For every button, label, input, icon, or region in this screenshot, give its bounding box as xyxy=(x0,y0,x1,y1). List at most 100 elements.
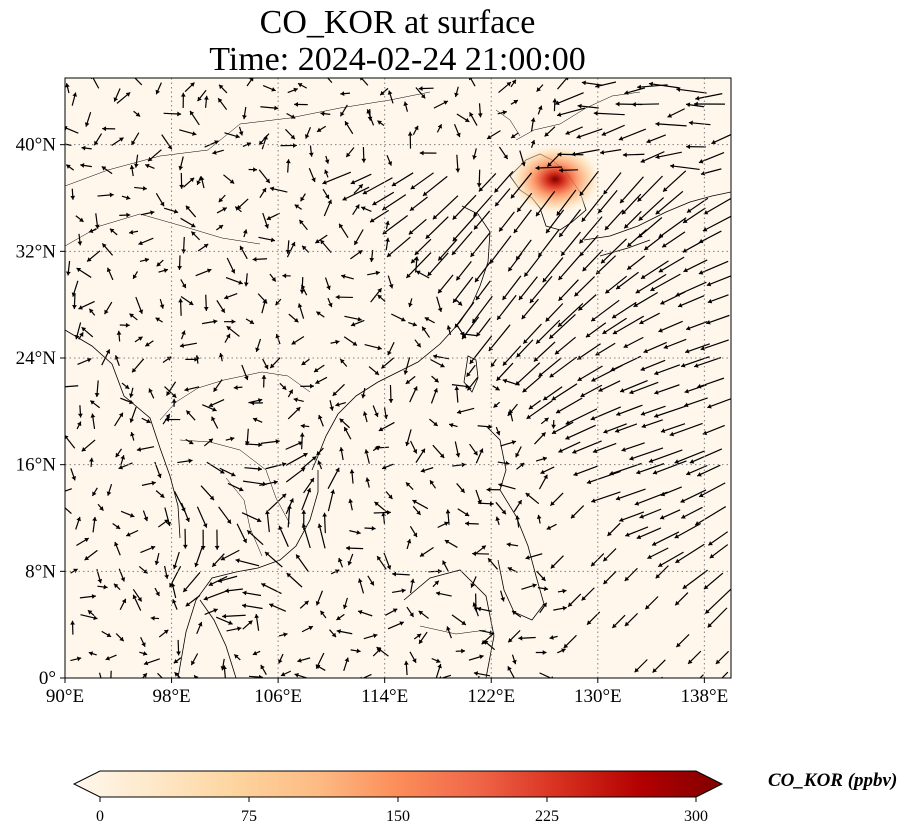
wind-arrow-head xyxy=(508,266,513,272)
colorbar-label: CO_KOR (ppbv) xyxy=(768,770,898,791)
wind-arrow-head xyxy=(244,375,249,381)
wind-arrow-head xyxy=(318,414,323,420)
wind-arrow-head xyxy=(401,588,406,594)
wind-arrow-head xyxy=(465,521,470,526)
wind-arrow-head xyxy=(565,78,569,81)
wind-arrow xyxy=(285,467,306,483)
y-tick-label: 0° xyxy=(39,668,56,689)
wind-arrow-head xyxy=(434,580,439,586)
wind-arrow-head xyxy=(464,511,470,517)
wind-arrow-head xyxy=(364,449,370,454)
wind-arrow xyxy=(698,230,722,244)
wind-arrow-head xyxy=(148,388,153,393)
wind-arrow-head xyxy=(150,210,155,216)
wind-arrow-head xyxy=(530,117,536,122)
wind-arrow xyxy=(598,380,621,392)
wind-arrow-head xyxy=(65,435,69,440)
wind-arrow-head xyxy=(582,266,587,272)
wind-arrow-head xyxy=(301,284,306,290)
wind-arrow xyxy=(636,463,665,474)
wind-arrow xyxy=(474,259,493,283)
wind-arrow-head xyxy=(558,296,563,301)
wind-arrow xyxy=(455,260,472,281)
wind-arrow-head xyxy=(579,191,584,196)
wind-arrow-head xyxy=(403,101,409,106)
wind-arrow-head xyxy=(350,179,356,185)
wind-arrow-head xyxy=(108,684,113,688)
wind-arrow xyxy=(585,322,607,338)
wind-arrow-head xyxy=(58,141,62,146)
wind-vector-layer xyxy=(58,78,731,688)
border-line xyxy=(515,91,641,141)
wind-arrow-head xyxy=(646,138,651,144)
wind-arrow xyxy=(702,424,725,435)
wind-arrow-head xyxy=(551,429,557,434)
wind-arrow-head xyxy=(547,162,552,167)
wind-arrow xyxy=(619,380,648,393)
wind-arrow xyxy=(574,276,595,297)
wind-arrow-head xyxy=(65,271,71,276)
wind-arrow-head xyxy=(150,545,156,551)
map-background xyxy=(65,78,731,678)
wind-arrow xyxy=(554,92,584,105)
wind-arrow-head xyxy=(591,561,596,567)
wind-arrow-head xyxy=(519,462,525,468)
wind-arrow-head xyxy=(256,517,262,523)
wind-arrow xyxy=(110,670,112,678)
wind-arrow-head xyxy=(203,596,209,601)
wind-arrow-head xyxy=(466,372,471,377)
wind-arrow-head xyxy=(159,493,165,498)
wind-arrow-head xyxy=(618,136,624,141)
wind-arrow-head xyxy=(171,398,177,403)
wind-arrow-head xyxy=(310,383,314,389)
wind-arrow xyxy=(663,338,687,349)
wind-arrow-head xyxy=(138,336,143,341)
wind-arrow xyxy=(576,128,603,139)
wind-arrow-head xyxy=(593,110,598,116)
wind-arrow-head xyxy=(387,90,393,95)
wind-arrow-head xyxy=(177,265,183,270)
wind-arrow-head xyxy=(212,407,217,412)
wind-arrow-head xyxy=(295,407,301,412)
wind-arrow-head xyxy=(224,588,229,594)
wind-arrow-head xyxy=(188,439,194,445)
wind-arrow xyxy=(651,531,680,546)
wind-arrow-head xyxy=(620,388,625,393)
wind-arrow-head xyxy=(254,614,260,619)
wind-arrow xyxy=(408,218,427,235)
wind-arrow-head xyxy=(405,482,411,487)
wind-arrow-head xyxy=(130,432,135,437)
wind-arrow-head xyxy=(124,384,130,389)
wind-arrow-head xyxy=(357,250,363,255)
wind-arrow-head xyxy=(102,126,107,132)
wind-arrow-head xyxy=(362,190,368,195)
wind-arrow-head xyxy=(464,117,470,122)
wind-arrow xyxy=(582,249,604,272)
wind-arrow-head xyxy=(686,325,691,331)
wind-arrow xyxy=(662,170,687,193)
wind-arrow-head xyxy=(166,521,172,527)
wind-arrow-head xyxy=(214,545,220,550)
wind-arrow-head xyxy=(213,608,218,613)
wind-arrow-head xyxy=(442,560,447,566)
wind-arrow xyxy=(577,365,603,382)
wind-arrow-head xyxy=(516,352,521,358)
wind-arrow-head xyxy=(343,427,349,432)
wind-arrow-head xyxy=(544,132,550,137)
border-line xyxy=(225,477,263,557)
wind-arrow-head xyxy=(472,602,478,607)
wind-arrow-head xyxy=(639,514,644,519)
wind-arrow-head xyxy=(371,678,375,683)
wind-arrow-head xyxy=(413,386,418,391)
wind-arrow-head xyxy=(455,452,461,458)
wind-arrow-head xyxy=(334,569,340,574)
wind-arrow-head xyxy=(76,516,81,522)
wind-arrow-head xyxy=(634,501,640,506)
wind-arrow-head xyxy=(684,388,689,394)
wind-arrow-head xyxy=(103,584,108,590)
wind-arrow xyxy=(706,275,731,287)
wind-arrow-head xyxy=(640,411,646,416)
wind-arrow-head xyxy=(568,602,573,607)
wind-arrow-head xyxy=(86,357,92,363)
wind-arrow-head xyxy=(561,648,566,653)
